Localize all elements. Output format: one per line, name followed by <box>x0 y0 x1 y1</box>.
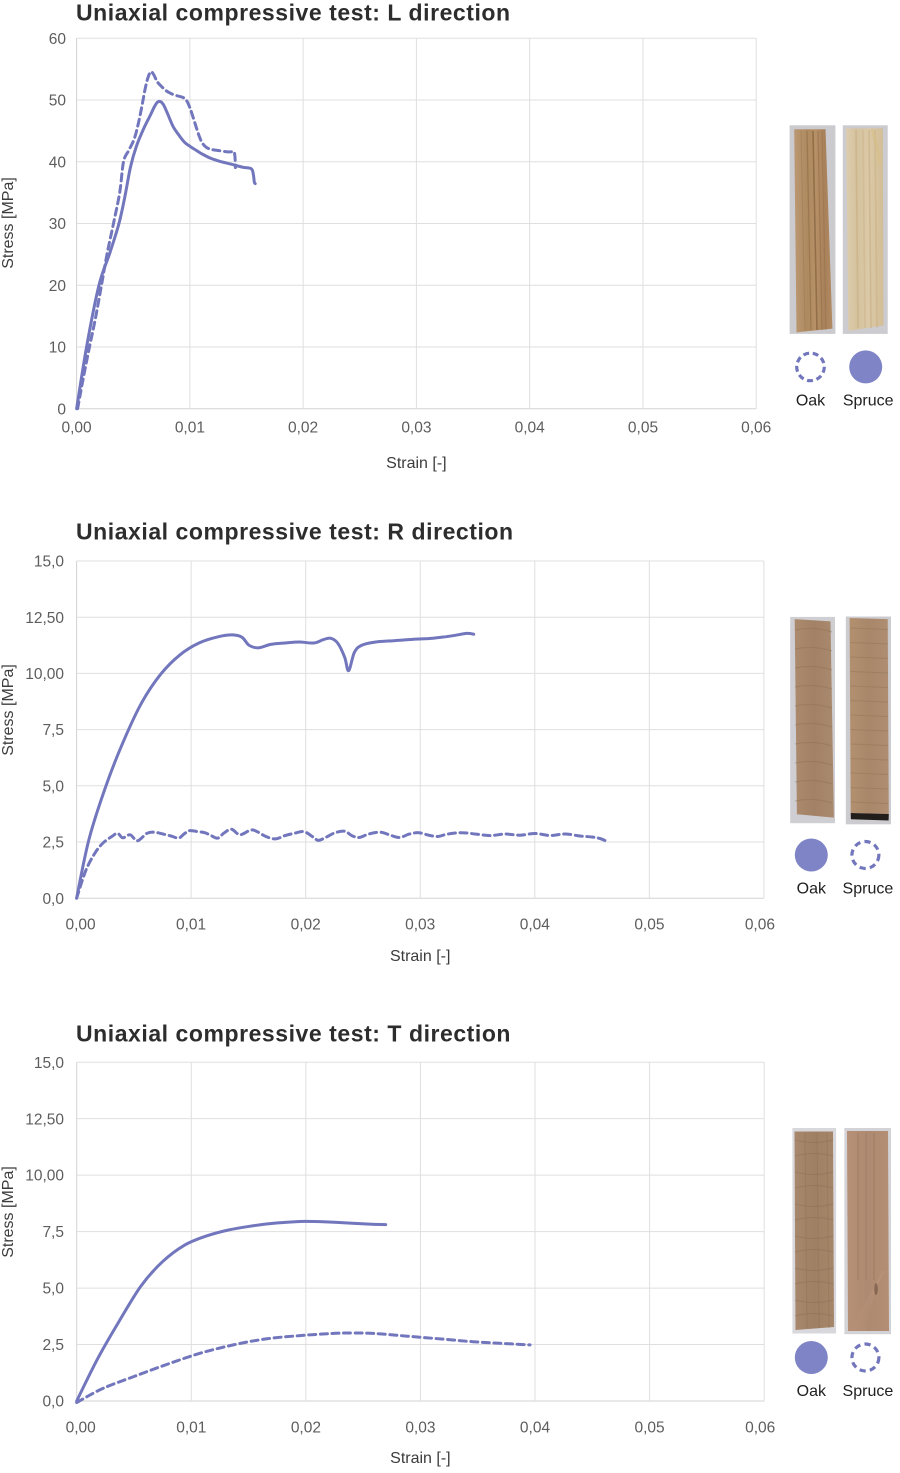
svg-text:5,0: 5,0 <box>42 778 64 795</box>
svg-text:50: 50 <box>49 93 67 110</box>
svg-text:0,00: 0,00 <box>66 1420 97 1437</box>
svg-text:Spruce: Spruce <box>843 1383 894 1400</box>
svg-text:0,03: 0,03 <box>405 1420 435 1437</box>
svg-text:0,06: 0,06 <box>741 420 771 437</box>
svg-text:60: 60 <box>49 31 67 48</box>
svg-text:Oak: Oak <box>797 880 827 897</box>
svg-text:Spruce: Spruce <box>843 393 894 410</box>
svg-text:0,03: 0,03 <box>405 917 435 934</box>
svg-text:0,02: 0,02 <box>288 420 318 437</box>
svg-text:0: 0 <box>57 401 66 418</box>
svg-text:Strain [-]: Strain [-] <box>390 948 450 965</box>
svg-text:0,05: 0,05 <box>635 1420 665 1437</box>
svg-text:2,5: 2,5 <box>42 1337 64 1354</box>
svg-text:0,00: 0,00 <box>62 420 93 437</box>
svg-text:Uniaxial compressive test: R d: Uniaxial compressive test: R direction <box>76 519 514 545</box>
svg-text:Oak: Oak <box>796 393 826 410</box>
svg-text:30: 30 <box>49 216 67 233</box>
svg-text:0,03: 0,03 <box>401 420 431 437</box>
svg-text:Stress [MPa]: Stress [MPa] <box>0 177 17 269</box>
svg-text:0,04: 0,04 <box>520 1420 551 1437</box>
svg-text:15,0: 15,0 <box>34 554 65 571</box>
svg-text:Strain [-]: Strain [-] <box>386 455 446 472</box>
svg-text:0,05: 0,05 <box>634 917 664 934</box>
svg-text:40: 40 <box>49 154 67 171</box>
svg-text:0,0: 0,0 <box>42 1394 64 1411</box>
svg-text:15,0: 15,0 <box>34 1055 65 1072</box>
svg-text:0,05: 0,05 <box>628 420 658 437</box>
svg-text:0,02: 0,02 <box>291 1420 321 1437</box>
svg-text:Stress [MPa]: Stress [MPa] <box>0 664 17 756</box>
svg-text:12,50: 12,50 <box>25 1111 64 1128</box>
svg-text:Uniaxial compressive test: L d: Uniaxial compressive test: L direction <box>76 0 511 26</box>
svg-text:Spruce: Spruce <box>843 880 894 897</box>
svg-text:10,00: 10,00 <box>25 666 64 683</box>
svg-text:10,00: 10,00 <box>25 1168 64 1185</box>
svg-text:0,01: 0,01 <box>176 1420 206 1437</box>
svg-text:Oak: Oak <box>797 1383 827 1400</box>
svg-text:Uniaxial compressive test: T d: Uniaxial compressive test: T direction <box>76 1021 511 1047</box>
svg-text:10: 10 <box>49 340 67 357</box>
svg-text:0,04: 0,04 <box>515 420 546 437</box>
svg-text:12,50: 12,50 <box>25 610 64 627</box>
svg-text:5,0: 5,0 <box>42 1281 64 1298</box>
svg-text:0,01: 0,01 <box>176 917 206 934</box>
svg-text:0,00: 0,00 <box>66 917 97 934</box>
svg-text:2,5: 2,5 <box>42 835 64 852</box>
svg-text:Strain [-]: Strain [-] <box>390 1450 450 1467</box>
svg-text:0,04: 0,04 <box>520 917 551 934</box>
svg-text:0,01: 0,01 <box>175 420 205 437</box>
svg-text:0,06: 0,06 <box>745 1420 775 1437</box>
svg-text:7,5: 7,5 <box>42 722 64 739</box>
svg-text:7,5: 7,5 <box>42 1224 64 1241</box>
svg-text:0,06: 0,06 <box>745 917 775 934</box>
svg-text:20: 20 <box>49 278 67 295</box>
svg-text:0,02: 0,02 <box>291 917 321 934</box>
svg-text:0,0: 0,0 <box>42 891 64 908</box>
svg-text:Stress [MPa]: Stress [MPa] <box>0 1166 17 1258</box>
